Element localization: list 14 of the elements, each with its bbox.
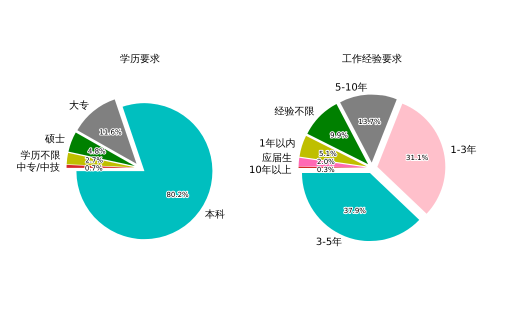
slice-label: 经验不限 bbox=[274, 105, 315, 118]
slice-label: 3-5年 bbox=[316, 236, 342, 248]
slice-label: 1年以内 bbox=[259, 137, 296, 150]
chart-title: 学历要求 bbox=[120, 53, 160, 65]
slice-label: 本科 bbox=[205, 208, 226, 220]
slice-label: 应届生 bbox=[262, 152, 292, 164]
slice-label: 10年以上 bbox=[249, 164, 292, 176]
slice-label: 中专/中技 bbox=[16, 161, 60, 174]
slice-label: 学历不限 bbox=[20, 149, 60, 162]
slice-label: 1-3年 bbox=[450, 144, 477, 156]
slice-label: 5-10年 bbox=[335, 81, 368, 94]
slice-label: 大专 bbox=[68, 100, 89, 112]
slice-label: 硕士 bbox=[44, 132, 66, 145]
chart-title: 工作经验要求 bbox=[342, 53, 402, 65]
